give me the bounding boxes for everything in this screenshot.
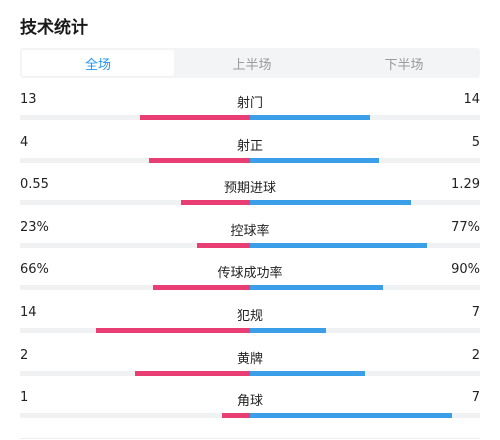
home-value: 14 [20, 304, 37, 320]
away-value: 90% [451, 262, 480, 278]
stat-label: 角球 [236, 394, 264, 410]
away-bar [250, 327, 326, 333]
away-value: 2 [471, 347, 480, 363]
away-bar [250, 200, 411, 206]
stat-row-possession: 23% 控球率 77% [20, 216, 480, 259]
away-bar [250, 157, 379, 163]
away-bar [250, 115, 370, 120]
home-bar [135, 370, 250, 376]
away-value: 7 [471, 390, 480, 406]
home-bar [148, 157, 250, 163]
stat-label: 犯规 [236, 308, 264, 324]
away-bar [250, 370, 365, 376]
home-bar [153, 285, 250, 291]
stat-label: 传球成功率 [217, 266, 283, 282]
away-value: 77% [451, 219, 480, 235]
tab-second-half[interactable]: 下半场 [384, 57, 424, 73]
period-tabs: 全场 上半场 下半场 [20, 48, 480, 78]
away-value: 1.29 [451, 177, 480, 193]
stat-row-corners: 1 角球 7 [20, 386, 480, 429]
away-bar [250, 413, 453, 419]
home-bar [139, 115, 250, 120]
stat-row-yellow-cards: 2 黄牌 2 [20, 344, 480, 387]
stat-label: 黄牌 [236, 351, 264, 367]
stat-label: 预期进球 [223, 181, 277, 197]
home-value: 66% [20, 262, 49, 278]
home-value: 0.55 [20, 177, 49, 193]
divider [20, 438, 480, 439]
stat-label: 控球率 [230, 223, 270, 239]
away-bar [250, 242, 428, 248]
away-value: 5 [471, 134, 480, 150]
stat-row-shots-on-target: 4 射正 5 [20, 131, 480, 174]
tab-full-match[interactable]: 全场 [22, 50, 174, 76]
stat-row-pass-accuracy: 66% 传球成功率 90% [20, 258, 480, 301]
home-bar [197, 242, 250, 248]
stat-row-shots: 13 射门 14 [20, 88, 480, 131]
home-bar [181, 200, 250, 206]
home-value: 23% [20, 219, 49, 235]
stat-label: 射正 [236, 138, 264, 154]
home-bar [95, 327, 250, 333]
stats-list: 13 射门 14 4 射正 5 0.55 预期进球 1.29 23% 控球率 7… [20, 88, 480, 429]
stat-label: 射门 [236, 96, 264, 111]
stat-row-fouls: 14 犯规 7 [20, 301, 480, 344]
home-value: 13 [20, 92, 37, 107]
home-value: 2 [20, 347, 29, 363]
away-value: 14 [463, 92, 480, 107]
home-value: 4 [20, 134, 29, 150]
stat-row-expected-goals: 0.55 预期进球 1.29 [20, 173, 480, 216]
home-value: 1 [20, 390, 29, 406]
home-bar [222, 413, 250, 419]
tab-first-half[interactable]: 上半场 [232, 57, 272, 73]
away-value: 7 [471, 304, 480, 320]
page-title: 技术统计 [20, 18, 88, 38]
away-bar [250, 285, 384, 291]
